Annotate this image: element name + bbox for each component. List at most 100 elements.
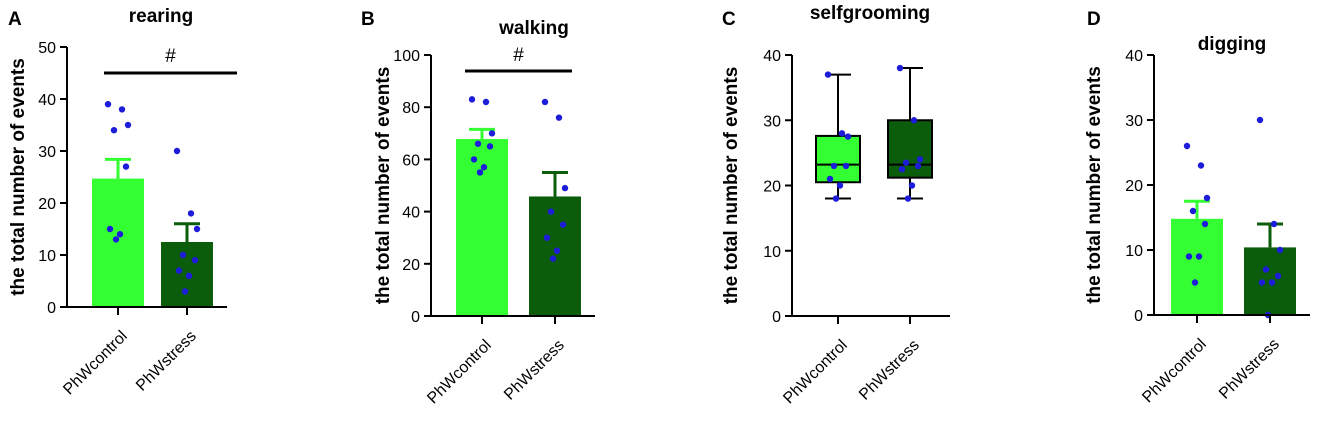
data-point	[824, 71, 832, 78]
bar-phwcontrol	[92, 178, 144, 307]
panel-label: B	[361, 9, 375, 30]
panel-label: D	[1087, 9, 1101, 30]
data-point	[914, 162, 922, 170]
y-tick-label: 0	[772, 309, 781, 326]
data-point	[1274, 272, 1282, 280]
x-tick-label: PhWstress	[133, 328, 200, 395]
y-tick-label: 0	[411, 309, 420, 326]
data-point	[486, 143, 494, 150]
y-tick-label: 40	[763, 48, 781, 65]
data-point	[1195, 253, 1203, 260]
panel-label: C	[722, 9, 736, 30]
data-point	[902, 159, 910, 166]
data-point	[844, 133, 852, 140]
y-tick-label: 10	[763, 244, 781, 261]
data-point	[193, 225, 201, 233]
data-point	[187, 210, 195, 217]
y-tick-label: 60	[402, 152, 420, 169]
data-point	[1191, 279, 1199, 286]
y-tick-label: 20	[402, 257, 420, 274]
data-point	[122, 163, 130, 170]
data-point	[116, 231, 124, 238]
y-axis-label: the total number of events	[8, 58, 29, 296]
y-axis-label: the total number of events	[721, 67, 742, 305]
y-tick-label: 30	[38, 144, 56, 161]
data-point	[474, 140, 482, 147]
y-tick-label: 40	[402, 205, 420, 222]
data-point	[916, 156, 924, 163]
x-tick-label: PhWstress	[856, 337, 923, 404]
significance-marker: #	[513, 45, 524, 66]
x-tick-label: PhWcontrol	[1139, 336, 1210, 407]
chart-title: digging	[1198, 34, 1267, 55]
data-point	[179, 251, 187, 259]
box-phwstress	[887, 119, 933, 179]
data-point	[1276, 246, 1284, 254]
data-point	[1189, 207, 1197, 215]
y-tick-label: 20	[38, 196, 56, 213]
data-point	[1268, 279, 1276, 286]
data-point	[553, 247, 561, 254]
y-tick-label: 40	[38, 92, 56, 109]
data-point	[1201, 220, 1209, 228]
data-point	[480, 164, 488, 171]
data-point	[910, 117, 918, 124]
data-point	[1183, 142, 1191, 150]
data-point	[904, 195, 912, 202]
data-point	[1203, 194, 1211, 202]
data-point	[561, 184, 569, 192]
data-point	[488, 130, 496, 137]
y-axis-label: the total number of events	[373, 67, 394, 305]
y-tick-label: 10	[1125, 243, 1143, 260]
data-point	[559, 221, 567, 228]
y-tick-label: 0	[1134, 308, 1143, 325]
x-tick-label: PhWcontrol	[424, 337, 495, 408]
data-point	[1256, 116, 1264, 124]
y-tick-label: 30	[763, 113, 781, 130]
data-point	[1197, 162, 1205, 169]
data-point	[826, 175, 834, 183]
data-point	[543, 234, 551, 241]
data-point	[1185, 253, 1193, 260]
chart-title: rearing	[129, 6, 193, 27]
y-tick-label: 50	[38, 40, 56, 57]
data-point	[547, 208, 555, 215]
y-tick-label: 0	[47, 300, 56, 317]
data-point	[185, 272, 193, 279]
x-tick-label: PhWstress	[1216, 336, 1283, 403]
data-point	[1270, 220, 1278, 228]
data-point	[842, 162, 850, 170]
data-point	[106, 225, 114, 233]
y-tick-label: 20	[763, 179, 781, 196]
data-point	[541, 98, 549, 106]
data-point	[476, 169, 484, 176]
y-tick-label: 10	[38, 248, 56, 265]
chart-title: selfgrooming	[810, 3, 930, 24]
data-point	[1258, 279, 1266, 286]
y-tick-label: 100	[393, 48, 420, 65]
significance-marker: #	[165, 46, 176, 67]
data-point	[898, 165, 906, 173]
data-point	[470, 156, 478, 163]
y-tick-label: 80	[402, 100, 420, 117]
data-point	[832, 195, 840, 202]
x-tick-label: PhWcontrol	[780, 337, 851, 408]
data-point	[549, 255, 557, 262]
data-point	[173, 147, 181, 155]
data-point	[104, 101, 112, 108]
data-point	[1262, 266, 1270, 273]
data-point	[468, 96, 476, 103]
data-point	[896, 64, 904, 72]
data-point	[830, 162, 838, 170]
data-point	[112, 236, 120, 243]
y-tick-label: 20	[1125, 178, 1143, 195]
y-tick-label: 40	[1125, 48, 1143, 65]
y-axis-label: the total number of events	[1084, 66, 1105, 304]
data-point	[555, 114, 563, 121]
data-point	[482, 98, 490, 106]
